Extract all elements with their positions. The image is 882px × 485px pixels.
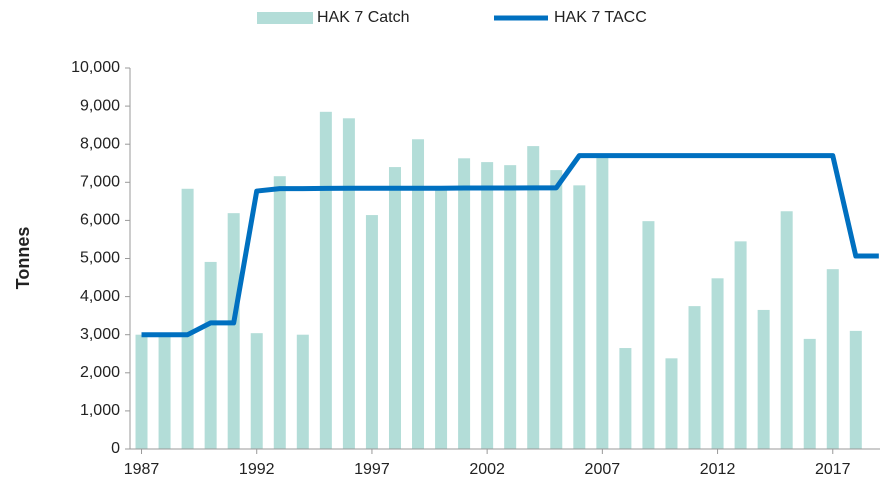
bar: [803, 338, 816, 449]
y-tick-label: 5,000: [80, 250, 120, 267]
bar: [204, 261, 217, 449]
bar: [504, 165, 517, 449]
x-tick-label: 2002: [469, 461, 505, 478]
bar: [342, 118, 355, 450]
bar: [619, 348, 632, 449]
bar: [412, 139, 425, 449]
y-tick-label: 2,000: [80, 364, 120, 381]
legend-label: HAK 7 Catch: [317, 9, 409, 26]
bar: [250, 333, 263, 449]
bar: [435, 187, 448, 450]
bar: [227, 213, 240, 449]
y-axis-title: Tonnes: [13, 227, 33, 290]
legend-swatch: [257, 12, 313, 24]
bar: [365, 215, 378, 449]
y-tick-label: 3,000: [80, 326, 120, 343]
x-tick-label: 1987: [124, 461, 160, 478]
bar: [135, 334, 148, 449]
y-tick-label: 7,000: [80, 174, 120, 191]
bar: [458, 158, 471, 449]
bar: [780, 211, 793, 449]
bar: [573, 185, 586, 449]
bar: [642, 221, 655, 449]
bar: [388, 167, 401, 449]
bar: [319, 111, 332, 449]
y-tick-label: 6,000: [80, 212, 120, 229]
bar: [665, 358, 678, 449]
x-tick-label: 2017: [815, 461, 851, 478]
y-tick-label: 9,000: [80, 97, 120, 114]
bar: [158, 336, 171, 449]
x-tick-label: 1992: [239, 461, 275, 478]
bar: [481, 162, 494, 449]
legend-label: HAK 7 TACC: [554, 9, 647, 26]
x-tick-label: 1997: [354, 461, 390, 478]
bar: [711, 278, 724, 449]
y-tick-label: 8,000: [80, 135, 120, 152]
bar: [734, 241, 747, 449]
bar: [296, 334, 309, 449]
bar: [596, 157, 609, 449]
bar: [550, 170, 563, 449]
bar: [849, 330, 862, 449]
line: [141, 153, 879, 338]
bar: [527, 146, 540, 450]
x-tick-label: 2012: [700, 461, 736, 478]
y-tick-label: 1,000: [80, 402, 120, 419]
y-tick-label: 0: [111, 440, 120, 457]
bar: [181, 188, 194, 450]
y-tick-label: 4,000: [80, 288, 120, 305]
bar: [826, 269, 839, 449]
bar: [757, 309, 770, 449]
y-tick-label: 10,000: [71, 59, 120, 76]
bar: [688, 306, 701, 449]
x-tick-label: 2007: [585, 461, 621, 478]
bar: [273, 176, 286, 450]
